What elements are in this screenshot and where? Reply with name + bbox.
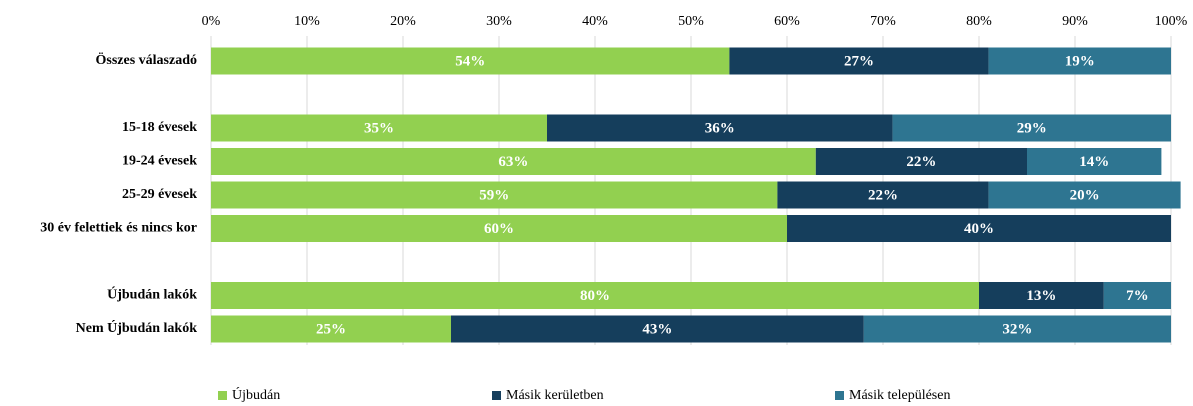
bar-segment bbox=[1027, 148, 1162, 175]
category-label: 15-18 évesek bbox=[122, 120, 197, 135]
bar-segment bbox=[211, 282, 979, 309]
bar-segment bbox=[211, 315, 451, 343]
value-label: 29% bbox=[1017, 120, 1047, 136]
bar-segment bbox=[979, 282, 1104, 309]
value-label: 43% bbox=[642, 321, 672, 337]
value-label: 60% bbox=[484, 221, 514, 237]
value-label: 63% bbox=[498, 154, 528, 170]
bar-segment bbox=[211, 215, 787, 242]
value-label: 14% bbox=[1079, 154, 1109, 170]
x-tick-label: 20% bbox=[390, 14, 416, 29]
legend-label: Másik kerületben bbox=[506, 388, 604, 403]
x-tick-label: 10% bbox=[294, 14, 320, 29]
bar-segment bbox=[211, 47, 730, 75]
category-label: Újbudán lakók bbox=[107, 286, 197, 303]
bar-segment bbox=[988, 181, 1181, 209]
legend-swatch bbox=[835, 391, 844, 400]
value-label: 25% bbox=[316, 321, 346, 337]
x-tick-label: 70% bbox=[870, 14, 896, 29]
value-label: 13% bbox=[1026, 288, 1056, 304]
legend-swatch bbox=[492, 391, 501, 400]
bar-segment bbox=[863, 315, 1171, 343]
bar-segment bbox=[988, 47, 1171, 75]
x-tick-label: 30% bbox=[486, 14, 512, 29]
x-tick-label: 60% bbox=[774, 14, 800, 29]
value-label: 32% bbox=[1002, 321, 1032, 337]
bar-segment bbox=[1103, 282, 1171, 309]
bar-segment bbox=[547, 114, 893, 142]
bar-segment bbox=[777, 181, 989, 209]
x-tick-label: 80% bbox=[966, 14, 992, 29]
value-label: 59% bbox=[479, 187, 509, 203]
legend-swatch bbox=[218, 391, 227, 400]
x-tick-label: 90% bbox=[1062, 14, 1088, 29]
value-label: 80% bbox=[580, 288, 610, 304]
category-label: 25-29 évesek bbox=[122, 187, 197, 202]
legend-label: Másik településen bbox=[849, 388, 950, 403]
bar-segment bbox=[451, 315, 864, 343]
bar-segment bbox=[211, 181, 778, 209]
bar-segment bbox=[892, 114, 1171, 142]
value-label: 54% bbox=[455, 53, 485, 69]
category-label: 19-24 évesek bbox=[122, 154, 197, 169]
value-label: 20% bbox=[1070, 187, 1100, 203]
x-tick-label: 50% bbox=[678, 14, 704, 29]
category-label: 30 év felettiek és nincs kor bbox=[40, 221, 197, 236]
value-label: 7% bbox=[1126, 288, 1149, 304]
value-label: 40% bbox=[964, 221, 994, 237]
bar-segment bbox=[815, 148, 1027, 175]
bar-segment bbox=[729, 47, 989, 75]
x-tick-label: 40% bbox=[582, 14, 608, 29]
bar-segment bbox=[787, 215, 1171, 242]
value-label: 35% bbox=[364, 120, 394, 136]
bar-segment bbox=[211, 148, 816, 175]
bar-segment bbox=[211, 114, 547, 142]
value-label: 36% bbox=[705, 120, 735, 136]
x-tick-label: 0% bbox=[202, 14, 221, 29]
value-label: 22% bbox=[868, 187, 898, 203]
category-label: Nem Újbudán lakók bbox=[76, 319, 198, 336]
value-label: 19% bbox=[1065, 53, 1095, 69]
legend-label: Újbudán bbox=[232, 386, 280, 403]
value-label: 22% bbox=[906, 154, 936, 170]
category-label: Összes válaszadó bbox=[96, 51, 198, 68]
x-tick-label: 100% bbox=[1155, 14, 1188, 29]
value-label: 27% bbox=[844, 53, 874, 69]
